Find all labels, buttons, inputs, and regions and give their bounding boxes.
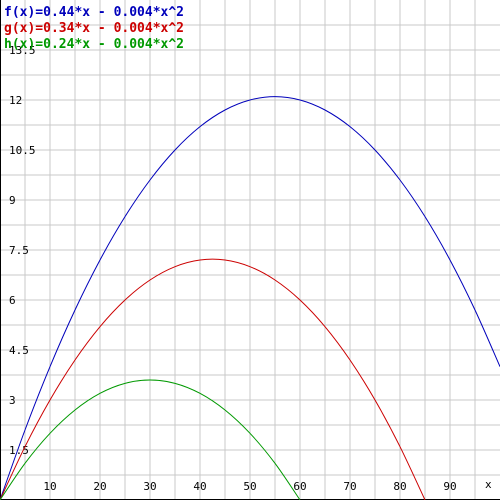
x-tick-label: 90 (443, 480, 456, 493)
y-tick-label: 1.5 (9, 444, 29, 457)
series-line-2 (0, 258, 426, 500)
legend-entry-3: h(x)=0.24*x - 0.004*x^2 (4, 37, 184, 52)
x-tick-label: 30 (143, 480, 156, 493)
legend-entry-2: g(x)=0.34*x - 0.004*x^2 (4, 21, 184, 36)
y-tick-label: 9 (9, 194, 16, 207)
x-axis-label: x (485, 478, 492, 491)
x-tick-label: 10 (43, 480, 56, 493)
y-tick-label: 3 (9, 394, 16, 407)
y-tick-label: 12 (9, 94, 22, 107)
tick-labels: 10 20 30 40 50 60 70 80 90 1.5 3 4.5 6 7.5 9 10.5 12 13.5 (9, 44, 457, 493)
series-line-1 (0, 96, 500, 500)
y-tick-label: 13.5 (9, 44, 36, 57)
x-tick-label: 50 (243, 480, 256, 493)
x-tick-label: 20 (93, 480, 106, 493)
legend-entry-1: f(x)=0.44*x - 0.004*x^2 (4, 5, 184, 20)
x-tick-label: 60 (293, 480, 306, 493)
legend: f(x)=0.44*x - 0.004*x^2g(x)=0.34*x - 0.0… (4, 5, 184, 52)
y-tick-label: 4.5 (9, 344, 29, 357)
x-tick-label: 80 (393, 480, 406, 493)
series-line-3 (0, 379, 301, 500)
x-tick-label: 40 (193, 480, 206, 493)
y-tick-label: 6 (9, 294, 16, 307)
function-curves (0, 96, 500, 500)
y-tick-label: 10.5 (9, 144, 36, 157)
y-tick-label: 7.5 (9, 244, 29, 257)
x-tick-label: 70 (343, 480, 356, 493)
